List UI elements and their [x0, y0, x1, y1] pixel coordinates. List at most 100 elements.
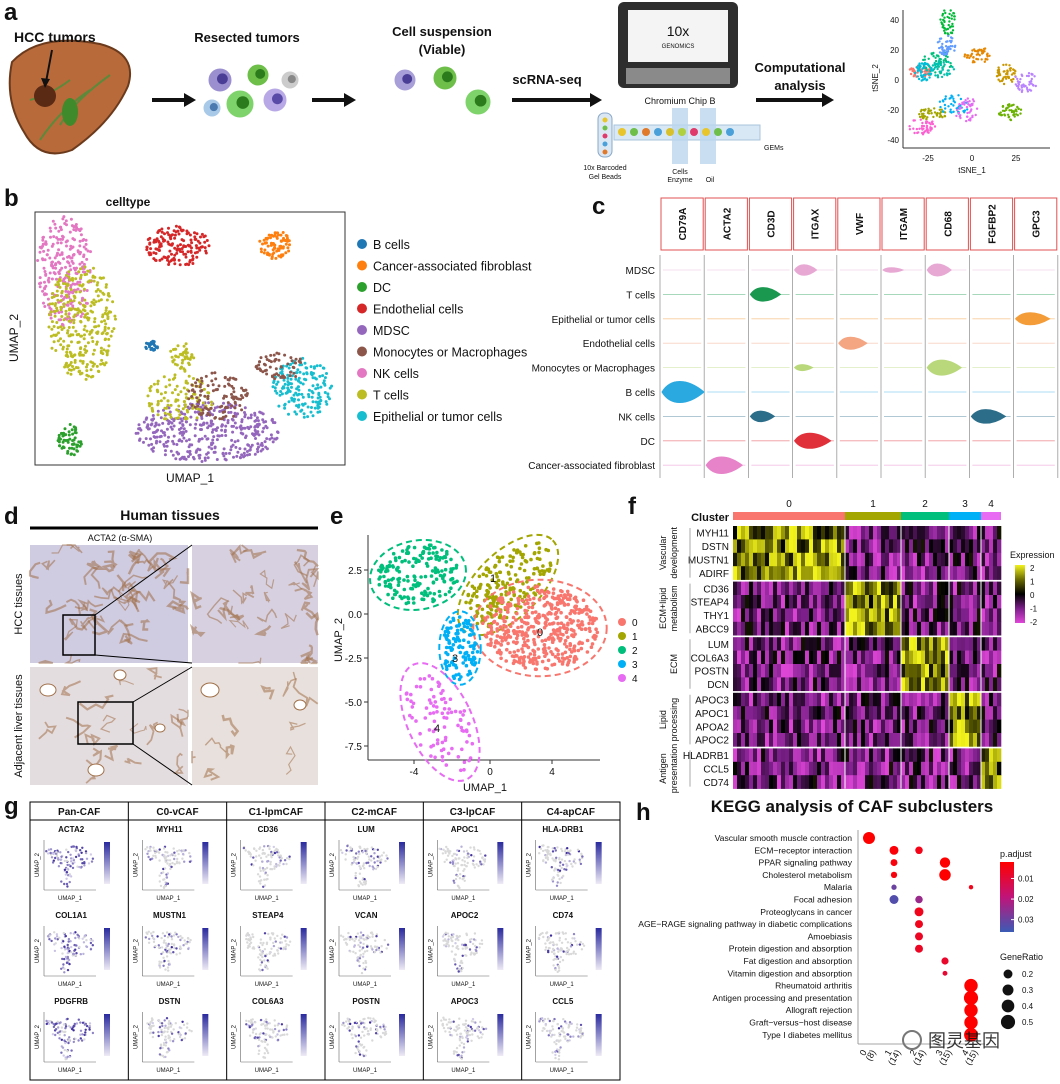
heatmap-cell — [789, 677, 794, 692]
heatmap-cell — [885, 526, 890, 540]
heatmap-cell — [765, 637, 770, 651]
cell-point — [454, 563, 459, 568]
heatmap-cell — [833, 539, 838, 554]
heatmap-cell — [941, 621, 946, 636]
cell-point — [404, 692, 409, 696]
heatmap-cell — [965, 650, 970, 665]
legend-label: B cells — [373, 238, 410, 252]
heatmap-cell — [737, 677, 742, 692]
cell-point — [184, 342, 188, 346]
heatmap-cell — [785, 664, 790, 678]
heatmap-cell — [885, 566, 890, 580]
cell-point — [78, 244, 82, 248]
cell-point — [1006, 69, 1009, 72]
cell-point — [78, 444, 82, 448]
heatmap-cell — [757, 719, 762, 734]
cell-point — [78, 239, 82, 243]
cell-point — [50, 261, 54, 264]
cell-point — [449, 648, 454, 652]
heatmap-cell — [885, 637, 890, 651]
cell-point — [286, 246, 290, 250]
cell-point — [477, 586, 482, 591]
cell-type-label: Endothelial cells — [583, 339, 655, 350]
heatmap-cell — [797, 677, 802, 692]
violin — [1014, 312, 1051, 326]
heatmap-cell — [909, 608, 914, 623]
heatmap-cell — [985, 581, 990, 596]
cell-point — [74, 426, 77, 430]
cell-point — [159, 399, 163, 403]
cell-point — [943, 29, 946, 32]
cell-point — [319, 399, 323, 403]
cell-point — [168, 413, 172, 417]
cell-point — [516, 625, 520, 630]
cell-point — [966, 108, 969, 111]
cell-point — [280, 370, 284, 373]
heatmap-cell — [941, 595, 946, 609]
cell-point — [1031, 83, 1035, 87]
heatmap-cell — [829, 539, 834, 554]
heatmap-cell — [821, 692, 826, 707]
cell-point — [459, 675, 463, 679]
cell-point — [43, 258, 47, 262]
heatmap-cell — [741, 539, 746, 554]
heatmap-cell — [777, 733, 782, 747]
gene-label: CD36 — [703, 584, 729, 595]
tissue-fiber — [292, 677, 319, 707]
heatmap-cell — [905, 677, 910, 692]
heatmap-cell — [741, 608, 746, 623]
heatmap-cell — [853, 539, 858, 554]
cell-point — [298, 370, 302, 374]
cell-point — [74, 290, 78, 294]
legend-label: 2 — [632, 646, 638, 657]
cell-point — [409, 699, 413, 703]
heatmap-cell — [805, 526, 810, 540]
cell-point — [535, 566, 539, 570]
heatmap-cell — [905, 692, 910, 707]
heatmap-cell — [997, 608, 1002, 623]
heatmap-cell — [761, 526, 766, 540]
cell-point — [388, 560, 393, 564]
cell-point — [253, 413, 257, 417]
cell-point — [549, 611, 553, 616]
cell-point — [138, 437, 142, 441]
cell-point — [221, 451, 225, 455]
cell-point — [1017, 85, 1020, 88]
cell-point — [311, 376, 315, 380]
heatmap-cell — [877, 552, 882, 567]
gene-header — [748, 197, 793, 251]
cell-point — [210, 441, 214, 445]
heatmap-cell — [765, 595, 770, 609]
cell-point — [948, 97, 951, 100]
cell-point — [522, 568, 527, 573]
cell-point — [931, 122, 935, 126]
heatmap-cell — [921, 539, 926, 554]
cell-point — [168, 383, 172, 387]
heatmap-cell — [929, 595, 934, 609]
heatmap-cell — [913, 621, 918, 636]
cell-point — [262, 420, 266, 424]
cell-point — [271, 440, 275, 444]
cell-point — [409, 692, 413, 697]
cell-nucleus — [474, 94, 487, 107]
cell-point — [435, 741, 440, 746]
heatmap-cell — [805, 539, 810, 554]
chip-bead — [618, 128, 626, 136]
cell-point — [112, 327, 116, 331]
cell-point — [472, 632, 476, 636]
cell-point — [296, 385, 300, 389]
heatmap-cell — [917, 581, 922, 596]
cell-point — [556, 621, 560, 626]
cell-point — [216, 405, 220, 409]
cell-point — [56, 294, 59, 297]
cell-point — [185, 262, 189, 266]
cell-point — [922, 116, 925, 119]
cell-point — [239, 394, 243, 397]
heatmap-cell — [845, 539, 850, 554]
cell-point — [975, 50, 978, 53]
axis-label: UMAP_1 — [166, 471, 214, 485]
cell-point — [104, 309, 108, 312]
heatmap-cell — [901, 637, 906, 651]
cell-point — [272, 381, 276, 384]
heatmap-cell — [817, 581, 822, 596]
